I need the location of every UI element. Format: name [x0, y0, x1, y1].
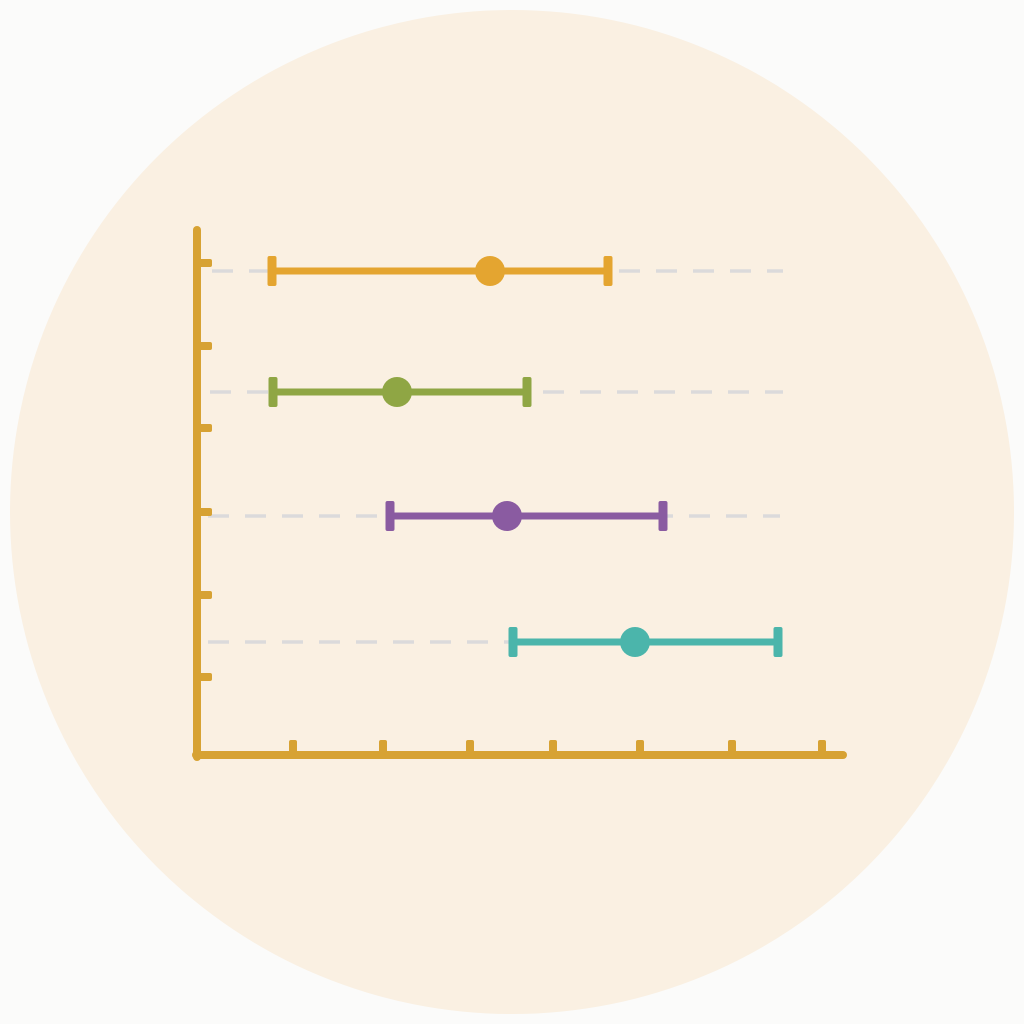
errorbar-cap-left-row-2 — [268, 377, 278, 407]
x-axis-tick-7 — [818, 740, 826, 755]
errorbar-cap-right-row-1 — [603, 256, 613, 286]
y-axis-tick-3 — [197, 424, 212, 432]
y-axis-tick-2 — [197, 342, 212, 350]
point-marker-row-3 — [492, 501, 522, 531]
errorbar-cap-right-row-3 — [658, 501, 668, 531]
x-axis-tick-5 — [636, 740, 644, 755]
point-marker-row-4 — [620, 627, 650, 657]
x-axis-tick-3 — [466, 740, 474, 755]
errorbar-cap-left-row-3 — [385, 501, 395, 531]
point-marker-row-2 — [382, 377, 412, 407]
x-axis-tick-6 — [728, 740, 736, 755]
errorbar-cap-right-row-4 — [773, 627, 783, 657]
errorbar-cap-left-row-4 — [508, 627, 518, 657]
y-axis-tick-4 — [197, 508, 212, 516]
x-axis-tick-1 — [289, 740, 297, 755]
point-marker-row-1 — [475, 256, 505, 286]
y-axis-tick-6 — [197, 673, 212, 681]
errorbar-cap-left-row-1 — [267, 256, 277, 286]
errorbar-cap-right-row-2 — [522, 377, 532, 407]
y-axis-tick-1 — [197, 259, 212, 267]
y-axis-tick-5 — [197, 591, 212, 599]
x-axis-tick-2 — [379, 740, 387, 755]
x-axis-tick-4 — [549, 740, 557, 755]
